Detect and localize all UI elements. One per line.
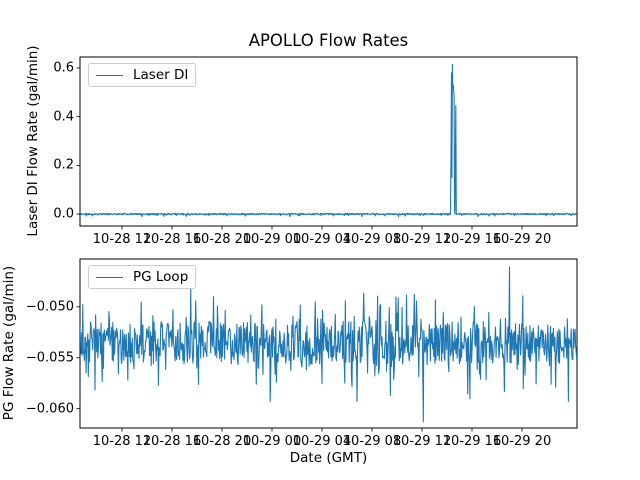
y-tick-label: 0.6 xyxy=(53,60,74,76)
chart-title: APOLLO Flow Rates xyxy=(248,31,409,50)
x-tick-label: 10-29 08 xyxy=(342,434,402,449)
x-tick-label: 10-29 00 xyxy=(242,434,302,449)
y-tick-label: 0.2 xyxy=(53,157,74,173)
x-tick-label: 10-28 16 xyxy=(142,232,202,247)
x-tick-label: 10-28 16 xyxy=(142,434,202,449)
x-tick-label: 10-28 12 xyxy=(92,434,152,449)
x-tick-label: 10-29 08 xyxy=(342,232,402,247)
y-tick-label: −0.055 xyxy=(25,350,74,366)
x-tick-label: 10-29 20 xyxy=(492,232,552,247)
legend-line-sample-icon xyxy=(96,276,123,278)
x-tick-label: 10-28 20 xyxy=(192,232,252,247)
x-tick-label: 10-29 04 xyxy=(292,232,352,247)
x-axis-label: Date (GMT) xyxy=(289,450,368,466)
legend-label: Laser DI xyxy=(133,67,189,83)
legend-pg-loop: PG Loop xyxy=(88,265,197,289)
x-tick-label: 10-28 12 xyxy=(92,232,152,247)
y-tick-label: −0.050 xyxy=(25,299,74,315)
x-tick-label: 10-29 16 xyxy=(442,434,502,449)
legend-laser-di: Laser DI xyxy=(88,63,197,87)
x-tick-label: 10-28 20 xyxy=(192,434,252,449)
legend-line-sample-icon xyxy=(96,74,123,76)
legend-label: PG Loop xyxy=(133,269,189,285)
x-tick-label: 10-29 20 xyxy=(492,434,552,449)
x-tick-label: 10-29 00 xyxy=(242,232,302,247)
bottom-y-axis-label: PG Flow Rate (gal/min) xyxy=(1,265,17,421)
x-tick-label: 10-29 16 xyxy=(442,232,502,247)
y-tick-label: 0.0 xyxy=(53,206,74,222)
x-tick-label: 10-29 12 xyxy=(392,232,452,247)
y-tick-label: −0.060 xyxy=(25,401,74,417)
x-tick-label: 10-29 04 xyxy=(292,434,352,449)
y-tick-label: 0.4 xyxy=(53,109,74,125)
x-tick-label: 10-29 12 xyxy=(392,434,452,449)
